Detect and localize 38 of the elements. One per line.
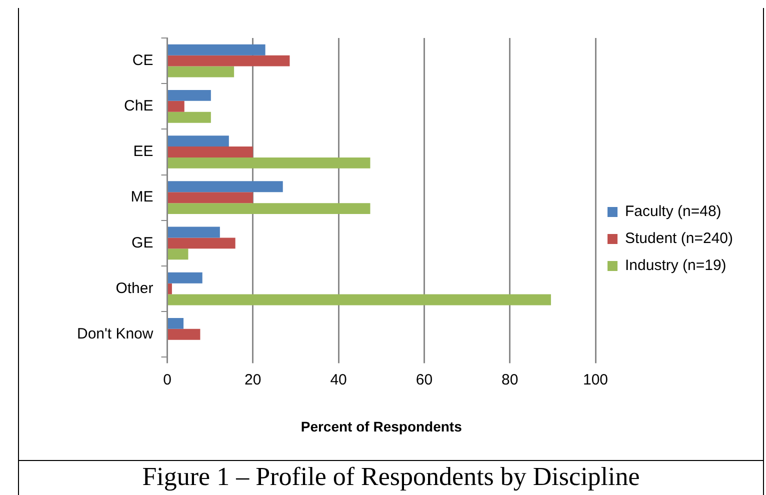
y-tick-label: ME	[130, 188, 154, 206]
x-tick-label: 80	[502, 371, 518, 388]
bar	[168, 294, 551, 306]
x-tick-label: 100	[582, 371, 608, 388]
bar	[168, 192, 253, 204]
bar	[168, 328, 200, 340]
bar	[168, 66, 234, 78]
y-tick-label: ChE	[124, 98, 154, 115]
x-tick-label: 60	[416, 371, 433, 388]
bar	[168, 136, 229, 147]
caption: Figure 1 – Profile of Respondents by Discipline	[142, 462, 640, 491]
bar	[168, 100, 184, 112]
y-tick-label: Don't Know	[76, 326, 154, 343]
bar	[168, 112, 211, 123]
y-tick-label: EE	[133, 143, 154, 160]
y-tick-label: Other	[116, 280, 154, 297]
x-axis-title: Percent of Respondents	[300, 418, 462, 434]
bar	[168, 55, 290, 66]
bar	[168, 283, 172, 294]
y-tick-label: GE	[132, 234, 154, 252]
legend-label: Faculty (n=48)	[625, 203, 722, 220]
x-tick-label: 20	[244, 371, 262, 388]
legend-label: Student (n=240)	[625, 230, 734, 248]
y-tick-label: CE	[132, 52, 154, 69]
bar	[168, 318, 184, 329]
x-tick-label: 0	[163, 371, 172, 388]
bar	[168, 90, 211, 101]
x-tick-label: 40	[330, 371, 347, 388]
bar	[168, 272, 202, 284]
legend-label: Industry (n=19)	[625, 257, 726, 274]
bar	[168, 203, 370, 214]
bar	[168, 181, 283, 192]
bar	[168, 238, 236, 249]
bar	[168, 248, 188, 260]
bar	[168, 146, 253, 158]
bar	[168, 226, 220, 238]
bar	[168, 44, 266, 56]
bar	[168, 157, 370, 168]
